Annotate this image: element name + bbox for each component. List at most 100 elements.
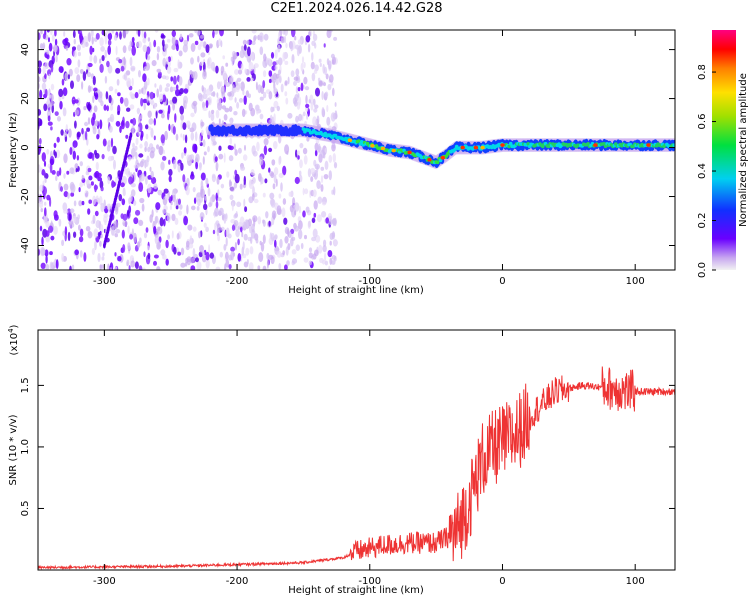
snr-series-line bbox=[38, 366, 675, 570]
spectrogram-blob bbox=[87, 231, 93, 239]
spectrogram-blob bbox=[48, 94, 52, 99]
spectrogram-blob bbox=[236, 201, 242, 208]
spectrogram-blob bbox=[140, 173, 145, 182]
colorbar-gradient bbox=[712, 30, 736, 270]
spectrogram-blob bbox=[235, 85, 240, 93]
spectrogram-blob bbox=[299, 159, 303, 169]
spectrogram-blob bbox=[328, 154, 333, 163]
spectrogram-blob bbox=[167, 104, 171, 115]
spectrogram-blob bbox=[284, 236, 289, 244]
spectrogram-blob bbox=[177, 251, 182, 256]
spectrogram-blob bbox=[201, 129, 204, 136]
spectrogram-blob bbox=[214, 156, 218, 162]
spectrogram-blob bbox=[223, 244, 227, 251]
spectrogram-blob bbox=[229, 186, 235, 192]
spectrogram-blob bbox=[268, 78, 272, 84]
spectrogram-blob bbox=[61, 253, 65, 262]
spectrogram-blob bbox=[164, 44, 167, 53]
spectrogram-blob bbox=[127, 225, 130, 234]
spectrogram-blob bbox=[79, 182, 83, 188]
spectrogram-blob bbox=[76, 44, 81, 51]
spectrogram-blob bbox=[182, 134, 185, 141]
spectrogram-blob bbox=[234, 149, 238, 156]
spectrogram-blob bbox=[255, 81, 258, 91]
spectrogram-blob bbox=[128, 44, 132, 52]
spectrogram-blob bbox=[178, 50, 183, 57]
spectrogram-blob bbox=[161, 39, 165, 47]
spectrogram-blob bbox=[239, 50, 245, 59]
spectrogram-blob bbox=[44, 201, 47, 206]
spectrogram-blob bbox=[160, 249, 166, 256]
spectrogram-blob bbox=[190, 265, 196, 270]
spectrogram-blob bbox=[63, 131, 68, 137]
spectrogram-blob bbox=[259, 46, 264, 55]
spectrogram-blob bbox=[229, 137, 233, 145]
spectrogram-blob bbox=[260, 242, 265, 252]
spectrogram-blob bbox=[328, 265, 331, 270]
spectrogram-blob bbox=[161, 75, 167, 80]
spectrogram-blob bbox=[214, 225, 217, 231]
spectrogram-blob bbox=[205, 44, 210, 54]
spectrogram-blob bbox=[50, 126, 53, 131]
spectrogram-blob bbox=[138, 265, 143, 270]
spectrogram-blob bbox=[228, 95, 233, 101]
spectrogram-blob bbox=[248, 61, 254, 72]
spectrogram-blob bbox=[268, 91, 273, 100]
spectrogram-blob bbox=[81, 81, 84, 90]
spectrogram-blob bbox=[91, 153, 95, 161]
spectrogram-blob bbox=[190, 132, 195, 141]
spectrogram-blob bbox=[131, 36, 135, 43]
spectrogram-blob bbox=[44, 207, 47, 217]
spectrogram-blob bbox=[317, 196, 323, 204]
spectrogram-blob bbox=[228, 179, 232, 188]
spectrogram-blob bbox=[294, 210, 297, 216]
spectrogram-blob bbox=[316, 180, 321, 190]
spectrogram-blob bbox=[314, 149, 318, 157]
snr-x-ticks: -300 -200 -100 0 100 bbox=[93, 330, 645, 587]
spectrogram-blob bbox=[139, 197, 145, 204]
spectrogram-blob bbox=[168, 175, 172, 183]
spectrogram-blob bbox=[190, 112, 195, 118]
spectrogram-blob bbox=[192, 187, 196, 193]
spectrogram-blob bbox=[318, 58, 322, 63]
spectrogram-blob bbox=[263, 53, 267, 62]
ridge-peak bbox=[646, 143, 651, 147]
spectrogram-blob bbox=[58, 66, 64, 73]
spectrogram-blob bbox=[45, 254, 48, 264]
spectrogram-blob bbox=[166, 65, 172, 74]
snr-y-axis-label: SNR (10 * v/v) bbox=[8, 414, 19, 485]
spectrogram-blob bbox=[280, 182, 283, 192]
spectrogram-blob bbox=[248, 102, 253, 112]
spectrogram-blob bbox=[272, 61, 277, 67]
spectrogram-blob bbox=[328, 60, 332, 70]
spectrogram-blob bbox=[217, 101, 223, 111]
spectrogram-blob bbox=[136, 107, 141, 115]
spectrogram-blob bbox=[203, 222, 207, 228]
spectrogram-blob bbox=[162, 155, 167, 161]
spectrogram-blob bbox=[92, 195, 97, 206]
spectrogram-blob bbox=[327, 30, 333, 33]
snr-y-multiplier: (x104) bbox=[7, 324, 20, 355]
spectrogram-blob bbox=[79, 250, 83, 258]
spectrogram-blob bbox=[99, 37, 104, 47]
spectrogram-blob bbox=[74, 99, 79, 104]
spectrogram-blob bbox=[101, 30, 105, 36]
spectrogram-blob bbox=[250, 51, 255, 61]
spectrogram-blob bbox=[41, 152, 46, 162]
spectrogram-blob bbox=[67, 192, 70, 199]
spectrogram-blob bbox=[43, 214, 49, 224]
spectrogram-blob bbox=[117, 110, 120, 116]
spectrogram-blob bbox=[153, 260, 157, 266]
spectrogram-blob bbox=[184, 102, 187, 110]
y-tick-label: -20 bbox=[20, 188, 31, 204]
spectrogram-blob bbox=[178, 76, 183, 86]
spectrogram-blob bbox=[295, 86, 299, 94]
spectrogram-blob bbox=[324, 160, 329, 170]
spectrogram-blob bbox=[160, 134, 165, 144]
spectrogram-blob bbox=[153, 182, 158, 190]
spectrogram-blob bbox=[332, 87, 335, 97]
spectrogram-blob bbox=[331, 231, 336, 240]
spectrogram-blob bbox=[242, 253, 247, 259]
spectrogram-blob bbox=[208, 202, 212, 208]
spectrogram-blob bbox=[282, 198, 287, 205]
